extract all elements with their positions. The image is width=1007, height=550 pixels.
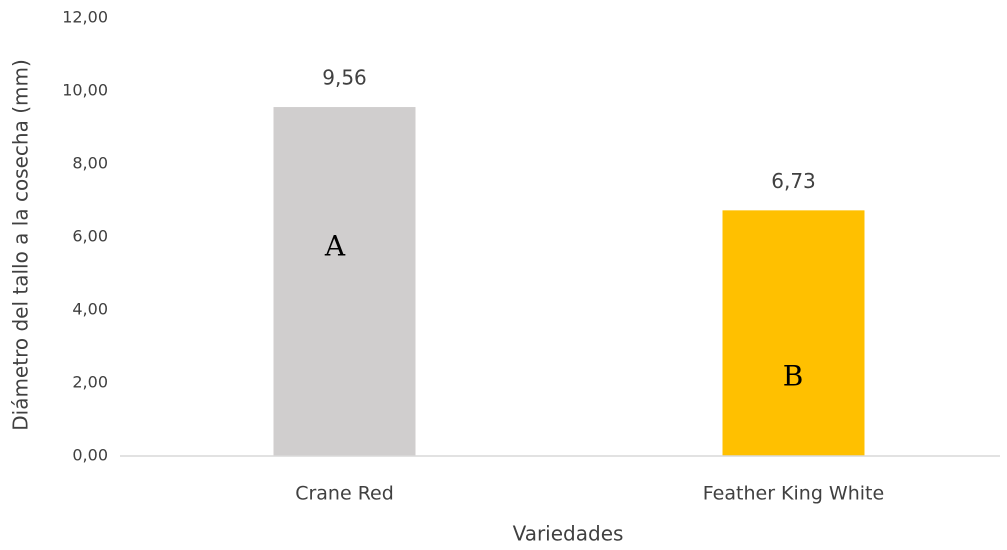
y-tick-label: 6,00: [72, 227, 108, 246]
y-tick-label: 4,00: [72, 300, 108, 319]
x-tick-label: Crane Red: [295, 483, 394, 505]
y-tick-label: 8,00: [72, 154, 108, 173]
annotation: B: [783, 360, 804, 393]
y-tick-label: 12,00: [62, 8, 108, 27]
bar: [273, 107, 416, 456]
value-label: 9,56: [322, 66, 367, 90]
annotation: A: [324, 230, 346, 263]
bar: [722, 210, 865, 456]
x-tick-label: Feather King White: [703, 483, 884, 505]
y-tick-label: 10,00: [62, 81, 108, 100]
y-tick-label: 2,00: [72, 373, 108, 392]
value-label: 6,73: [771, 169, 816, 193]
y-tick-label: 0,00: [72, 446, 108, 465]
y-axis-title: Diámetro del tallo a la cosecha (mm): [9, 59, 33, 431]
x-axis-title: Variedades: [513, 522, 624, 546]
